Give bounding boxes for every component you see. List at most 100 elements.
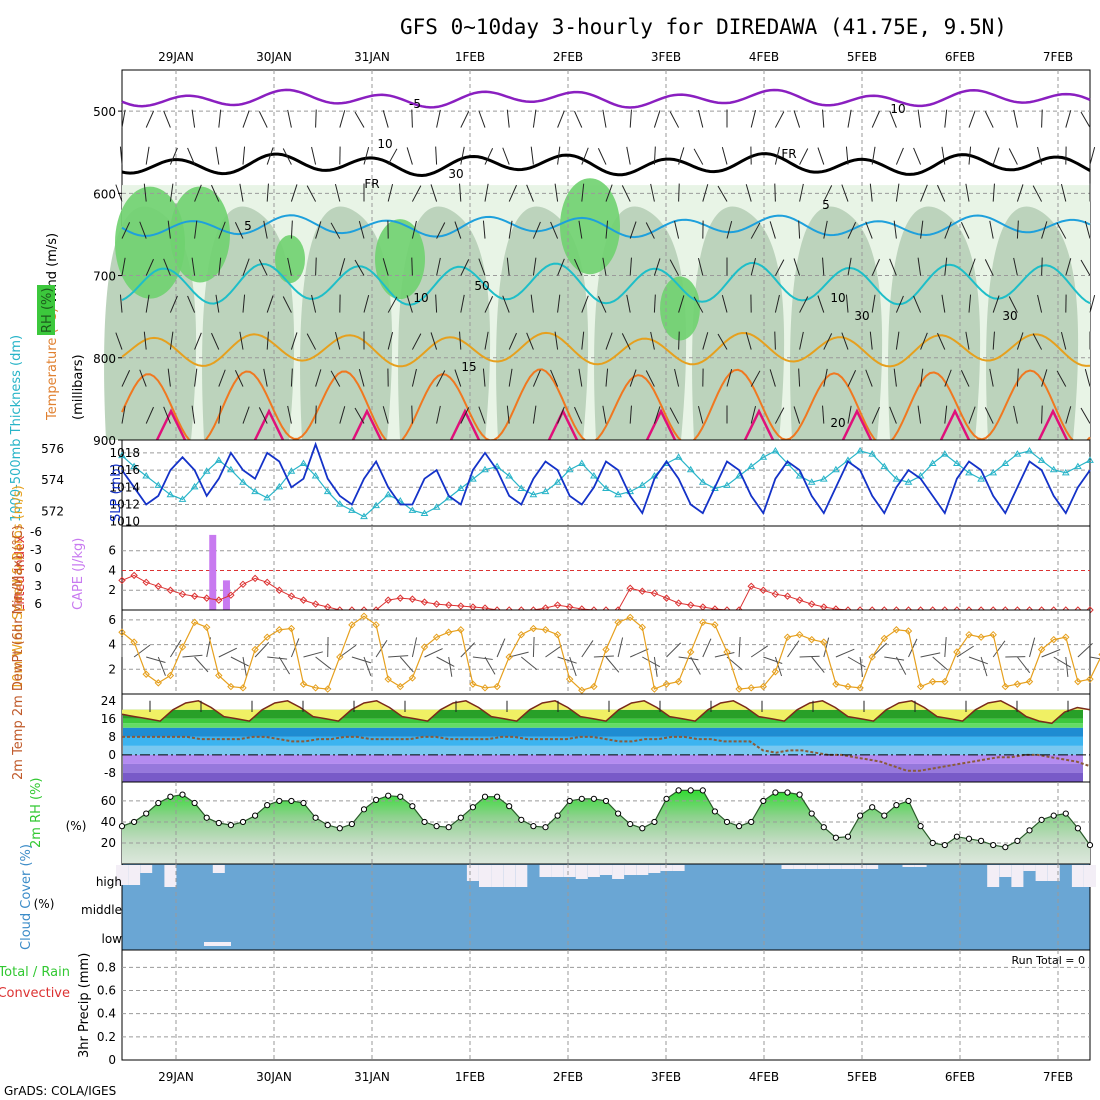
date-bottom-30JAN: 30JAN (256, 1070, 292, 1084)
li-point (384, 596, 392, 604)
wind-barb (191, 257, 196, 276)
cloud-clear-block (575, 865, 588, 879)
rh-shading (104, 178, 1090, 440)
wind10m-barb (617, 637, 624, 658)
wind-barb (1016, 332, 1024, 350)
wind-barb (121, 257, 126, 276)
wind-barb (653, 146, 656, 165)
li-point (215, 596, 223, 604)
wind10m-barb (157, 656, 166, 676)
wind-barb (937, 332, 946, 350)
wind10m-barb (1065, 656, 1069, 677)
wind-barb (1060, 183, 1067, 202)
wind10m-point (420, 643, 429, 651)
wind-barb (984, 111, 994, 128)
wind10m-point (783, 633, 792, 641)
wind-barb (941, 146, 946, 165)
cloud-low-clear (204, 942, 231, 946)
thickness-point (360, 512, 368, 520)
thickness-point (1001, 459, 1010, 466)
thickness-point (868, 450, 877, 457)
wind-barb (532, 221, 541, 239)
wind-barb (841, 332, 849, 350)
cloud-clear-block (1023, 865, 1036, 871)
cloud-clear-block (648, 865, 661, 873)
rh2m-point (1062, 810, 1069, 817)
wind-barb (287, 405, 292, 424)
thickness-tick-576: 576 (41, 442, 64, 456)
wind-barb (163, 110, 171, 128)
wind10m-point (130, 638, 138, 646)
wind10m-point (529, 624, 538, 633)
wind-barb (330, 222, 341, 239)
cloud-clear-block (1011, 865, 1024, 887)
wind-barb (968, 294, 972, 313)
wind-barb (645, 222, 655, 239)
wind-barb (167, 220, 171, 239)
wind-barb (194, 220, 198, 239)
wind-barb (581, 331, 585, 350)
cloud-clear-block (817, 865, 830, 869)
contour-label-FR: FR (364, 177, 379, 191)
thickness-point (154, 481, 163, 488)
wind10m-barb (629, 648, 649, 658)
contour-freezing (121, 152, 1091, 178)
rh2m-point (506, 803, 513, 810)
wind10m-point (928, 677, 937, 686)
wind-barb (1041, 405, 1043, 424)
wind-barb (920, 220, 924, 239)
wind10m-barb (1041, 649, 1061, 658)
wind10m-point (1037, 645, 1046, 654)
wind-barb (290, 332, 298, 350)
rh2m-point (131, 818, 138, 826)
wind-barb (218, 221, 226, 239)
rh-mid-blob (300, 206, 393, 440)
wind-barb (358, 221, 365, 239)
wind-barb (532, 405, 537, 424)
pressure-tick-700: 700 (93, 270, 116, 284)
wind-barb (960, 222, 970, 239)
cape-li-panel: -6 -3 0 3 6 6 4 2 (30, 525, 1094, 614)
wind10m-point (1074, 677, 1082, 686)
li-point (178, 590, 187, 598)
thickness-point (130, 462, 138, 470)
slp-tick-1018: 1018 (109, 446, 140, 460)
wind-barb (984, 259, 994, 276)
cape-tick-2: 2 (108, 583, 116, 597)
wind-barb (669, 259, 680, 276)
rh2m-point (844, 833, 852, 840)
thickness-point (856, 446, 864, 454)
rh2m-point (1074, 825, 1082, 832)
wind10m-point (844, 682, 852, 691)
cloud-clear-block (212, 865, 225, 873)
wind-barb (167, 368, 171, 387)
wind-barb (506, 109, 510, 128)
wind-barb (702, 332, 709, 350)
dates-top: 29JAN 30JAN 31JAN 1FEB 2FEB 3FEB 4FEB 5FEB 6FEB 7… (158, 50, 1073, 64)
wind10m-point (251, 645, 259, 654)
contour-minus5 (121, 88, 1091, 109)
wind10m-barb (956, 645, 974, 658)
wind-barb (847, 257, 852, 276)
cloud-clear-block (781, 865, 794, 869)
wind-barb (215, 294, 220, 313)
wind10m-barb (363, 656, 372, 676)
wind-barb (315, 369, 322, 387)
slp-tick-1012: 1012 (109, 498, 140, 512)
wind-barb (358, 369, 365, 387)
contour-label-FR: FR (781, 147, 796, 161)
thickness-point (432, 503, 441, 510)
wind-barb (530, 294, 534, 313)
cloud-clear-block (805, 865, 818, 869)
rh2m-point (167, 793, 174, 800)
wind-barb (895, 331, 900, 350)
rh2m-point (639, 825, 646, 832)
wind-barb (530, 146, 534, 165)
wind-barb (354, 407, 365, 424)
wind10m-barb (351, 656, 372, 664)
wind-barb (550, 369, 559, 387)
li-point (686, 601, 695, 609)
wind-barb (823, 368, 828, 387)
wind10m-point (868, 653, 876, 661)
li-point (444, 601, 453, 609)
